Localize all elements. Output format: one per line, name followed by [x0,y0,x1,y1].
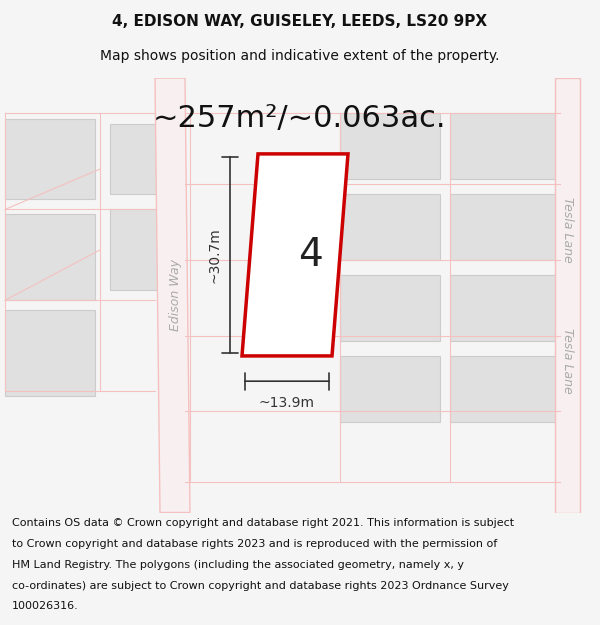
Text: 4, EDISON WAY, GUISELEY, LEEDS, LS20 9PX: 4, EDISON WAY, GUISELEY, LEEDS, LS20 9PX [112,14,488,29]
Text: ~30.7m: ~30.7m [208,227,222,282]
Text: to Crown copyright and database rights 2023 and is reproduced with the permissio: to Crown copyright and database rights 2… [12,539,497,549]
Text: Map shows position and indicative extent of the property.: Map shows position and indicative extent… [100,49,500,63]
Bar [110,209,165,290]
Polygon shape [555,78,580,512]
Bar [450,275,570,341]
Text: Contains OS data © Crown copyright and database right 2021. This information is : Contains OS data © Crown copyright and d… [12,518,514,528]
Text: co-ordinates) are subject to Crown copyright and database rights 2023 Ordnance S: co-ordinates) are subject to Crown copyr… [12,581,509,591]
Text: ~257m²/~0.063ac.: ~257m²/~0.063ac. [153,104,447,133]
Bar [340,114,440,179]
Text: Tesla Lane: Tesla Lane [560,328,574,394]
Bar [450,114,570,179]
Polygon shape [242,154,348,356]
Bar [110,124,165,194]
Text: Edison Way: Edison Way [169,259,182,331]
Polygon shape [155,78,190,512]
Bar [450,194,570,260]
Bar [340,275,440,341]
Bar [450,356,570,422]
Text: ~13.9m: ~13.9m [259,396,315,411]
Text: 100026316.: 100026316. [12,601,79,611]
Bar [5,119,95,199]
Bar [340,356,440,422]
Text: Tesla Lane: Tesla Lane [560,197,574,262]
Bar [340,194,440,260]
Text: HM Land Registry. The polygons (including the associated geometry, namely x, y: HM Land Registry. The polygons (includin… [12,560,464,570]
Bar [5,214,95,301]
Bar [5,311,95,396]
Text: 4: 4 [298,236,322,274]
